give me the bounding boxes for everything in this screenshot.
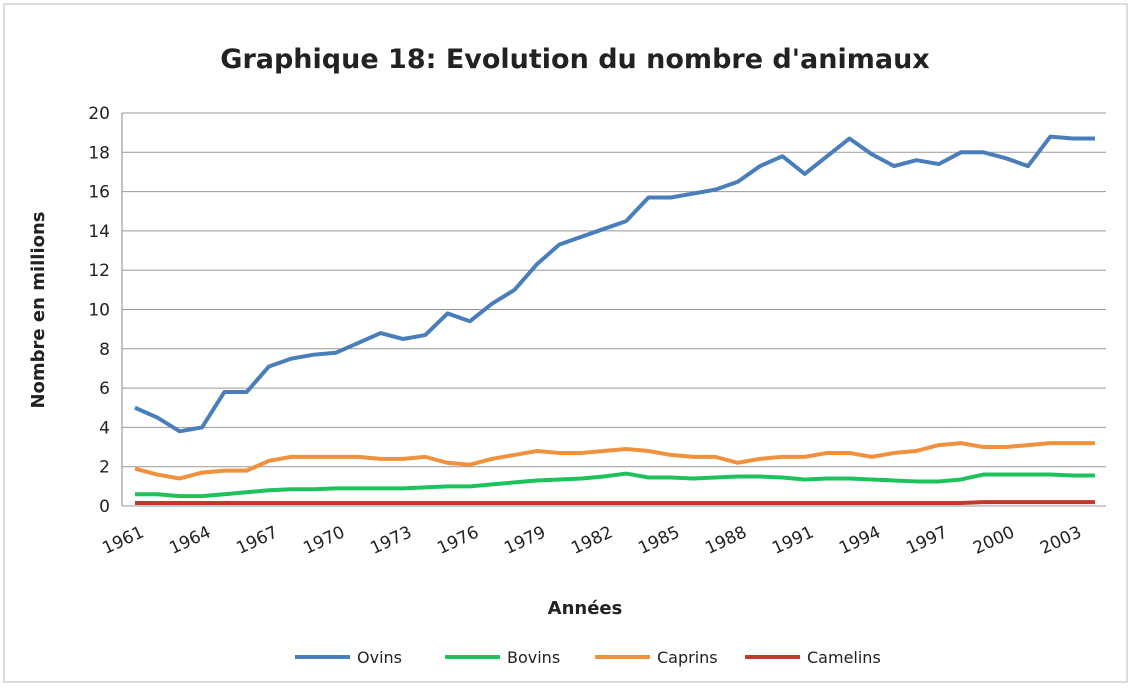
series-line xyxy=(135,500,1095,506)
y-tick-label: 4 xyxy=(99,418,110,438)
legend-label: Camelins xyxy=(807,648,881,667)
y-tick-label: 16 xyxy=(88,183,110,203)
series-line xyxy=(135,471,1095,499)
legend-label: Caprins xyxy=(657,648,718,667)
x-axis-label: Années xyxy=(548,598,623,619)
series-line xyxy=(134,134,1095,434)
y-tick-label: 20 xyxy=(88,104,110,124)
y-tick-label: 10 xyxy=(88,301,110,321)
series-line xyxy=(134,441,1095,481)
legend-label: Ovins xyxy=(357,648,402,667)
y-tick-label: 0 xyxy=(99,497,110,517)
y-tick-label: 18 xyxy=(88,143,110,163)
y-tick-label: 2 xyxy=(99,458,110,478)
y-tick-label: 12 xyxy=(88,261,110,281)
y-tick-label: 6 xyxy=(99,379,110,399)
y-tick-label: 14 xyxy=(88,222,110,242)
chart-frame xyxy=(3,3,1128,683)
legend-label: Bovins xyxy=(507,648,560,667)
y-axis-label: Nombre en millions xyxy=(28,211,49,408)
y-tick-label: 8 xyxy=(99,340,110,360)
chart-title: Graphique 18: Evolution du nombre d'anim… xyxy=(220,44,929,75)
